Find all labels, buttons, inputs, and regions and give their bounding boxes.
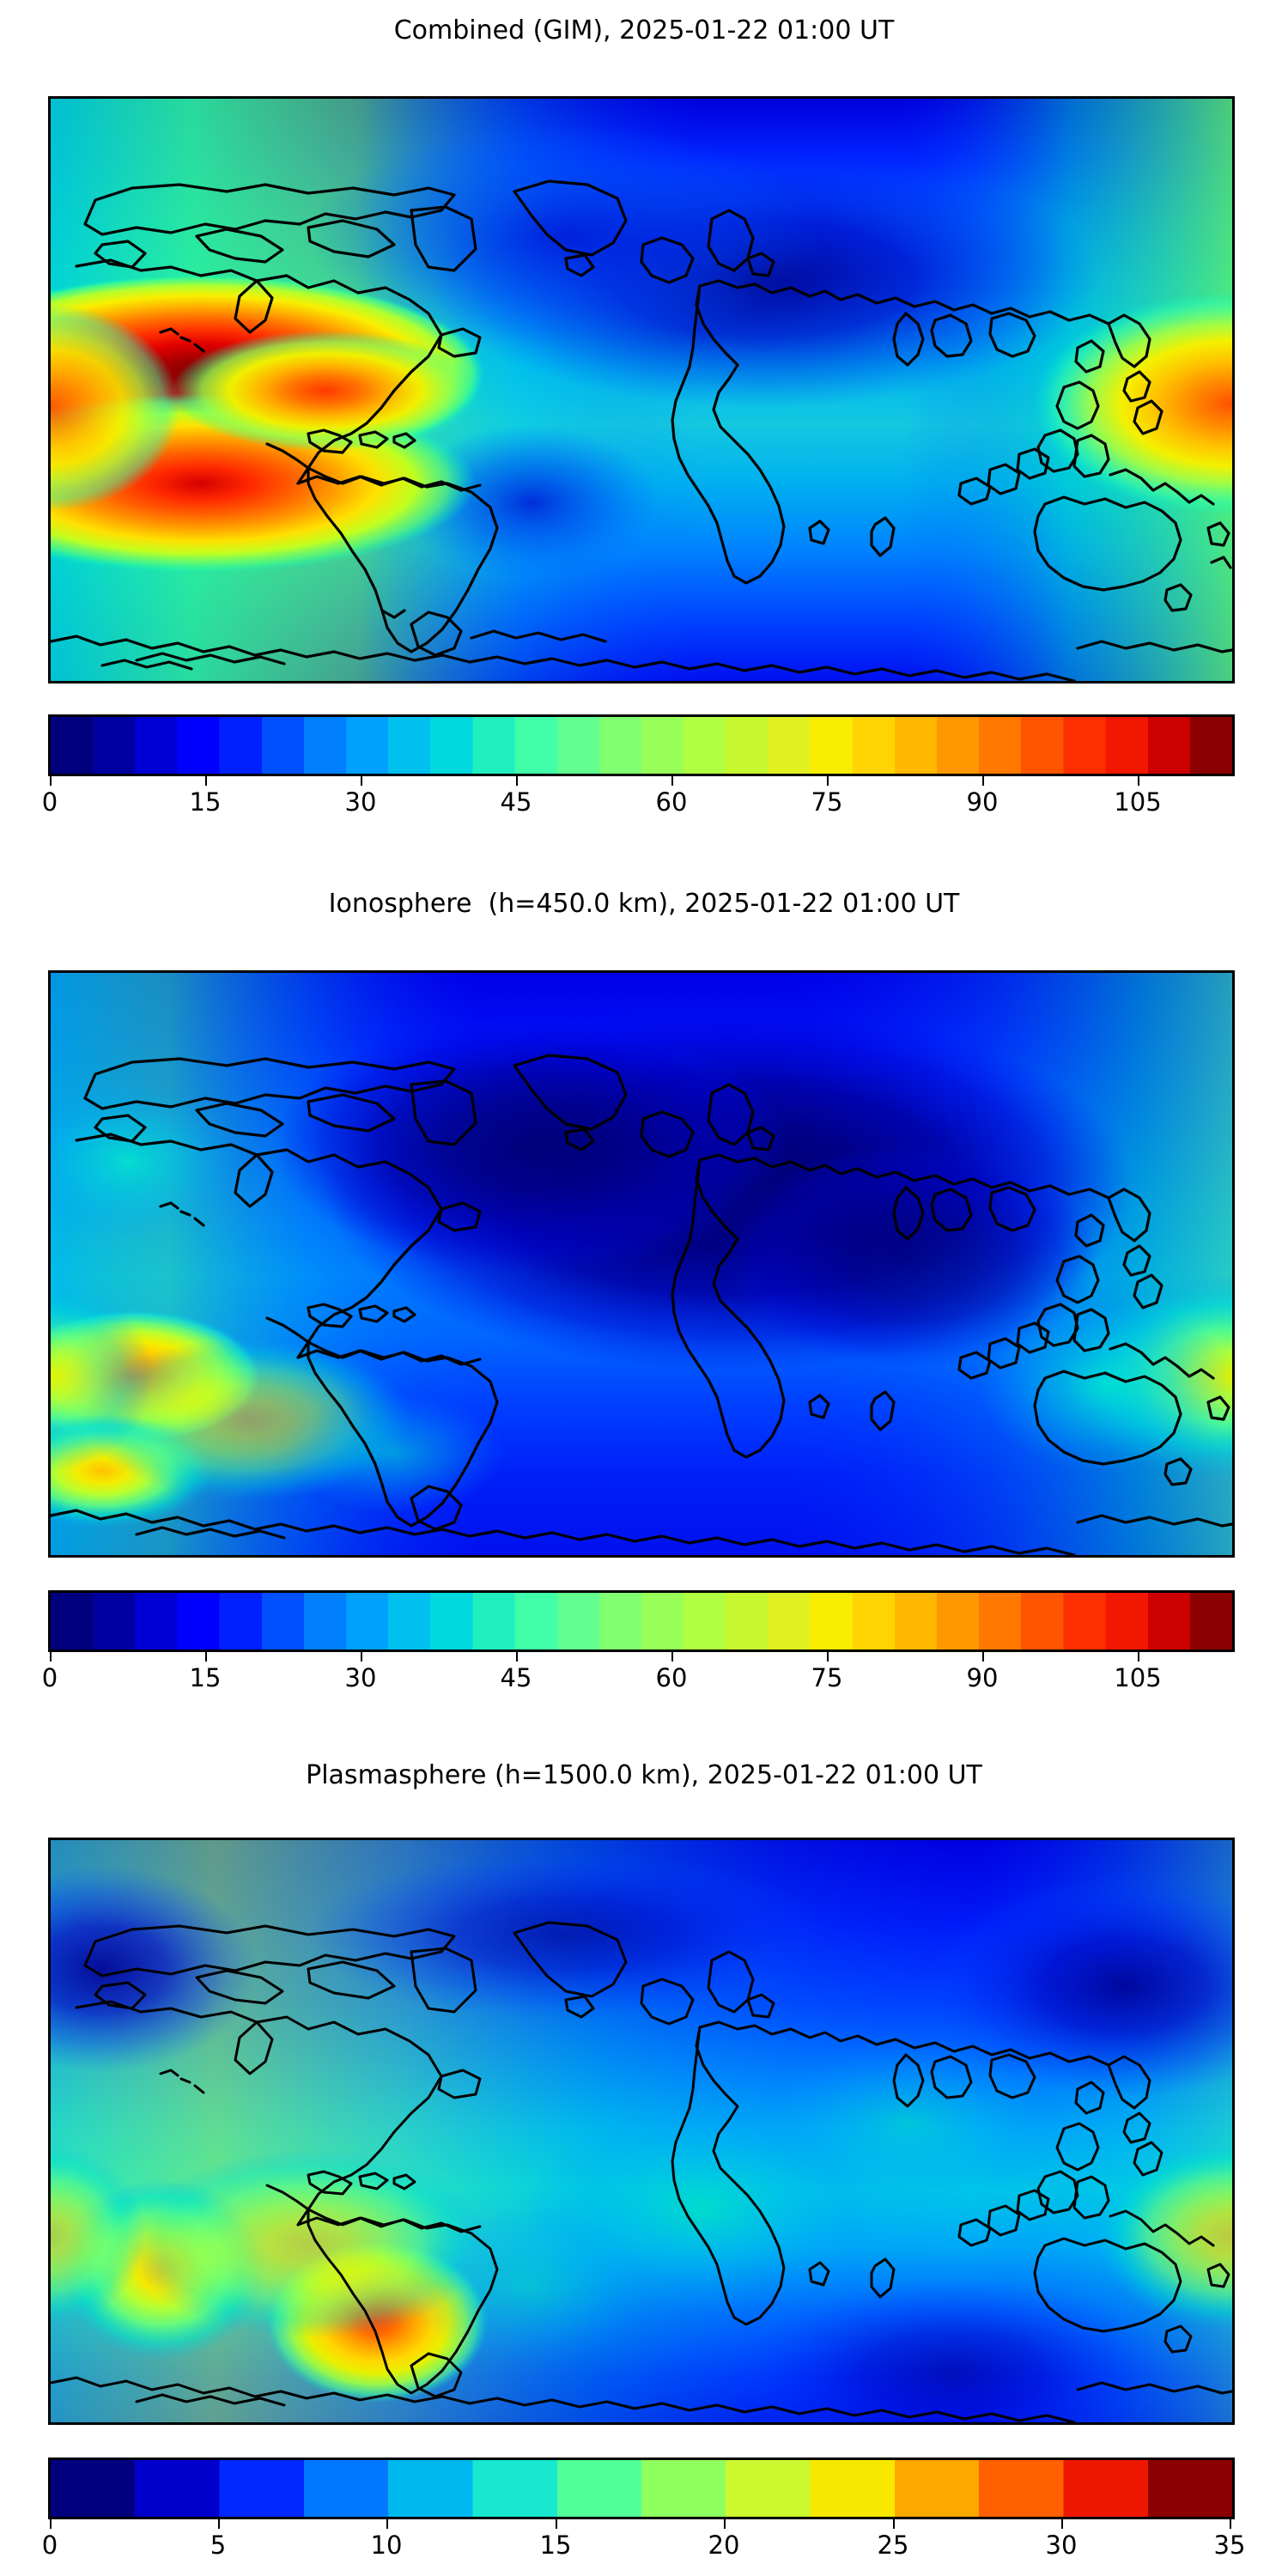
coastlines xyxy=(51,1054,1232,1555)
cbar-tick xyxy=(361,774,362,786)
map-ionosphere xyxy=(48,970,1235,1558)
cbar-tick xyxy=(982,1649,984,1662)
cbar-tick xyxy=(1230,2517,1231,2529)
colorbar-plasmasphere xyxy=(48,2458,1235,2519)
cbar-tick xyxy=(724,2517,726,2529)
cbar-tick xyxy=(50,774,52,786)
map-plasmasphere xyxy=(48,1838,1235,2425)
cbar-tick-label: 0 xyxy=(41,787,58,817)
cbar-tick xyxy=(1138,774,1139,786)
cbar-tick xyxy=(556,2517,557,2529)
cbar-tick-label: 0 xyxy=(41,2530,58,2560)
cbar-tick xyxy=(827,774,829,786)
cbar-tick-label: 75 xyxy=(811,787,843,817)
cbar-tick-label: 15 xyxy=(189,1663,222,1692)
colorbar-ticks-plasmasphere: 0 5 10 15 20 25 30 35 xyxy=(0,2517,1288,2568)
cbar-tick-label: 105 xyxy=(1114,787,1162,817)
panel-title-ionosphere: Ionosphere (h=450.0 km), 2025-01-22 01:0… xyxy=(328,889,960,919)
cbar-tick xyxy=(671,774,673,786)
cbar-tick-label: 35 xyxy=(1213,2530,1246,2560)
cbar-tick xyxy=(218,2517,220,2529)
cbar-tick xyxy=(893,2517,895,2529)
coastline-antarctica xyxy=(51,611,1232,681)
colorbar-ticks-ionosphere: 0 15 30 45 60 75 90 105 xyxy=(0,1649,1288,1701)
cbar-tick xyxy=(827,1649,829,1662)
cbar-tick xyxy=(50,1649,52,1662)
cbar-tick-label: 30 xyxy=(344,1663,377,1692)
cbar-tick-label: 45 xyxy=(500,1663,532,1692)
coastlines xyxy=(51,1921,1232,2422)
cbar-tick-label: 10 xyxy=(370,2530,403,2560)
cbar-tick-label: 75 xyxy=(811,1663,843,1692)
coastlines-2 xyxy=(159,327,499,653)
cbar-tick-label: 15 xyxy=(189,787,222,817)
panel-title-combined: Combined (GIM), 2025-01-22 01:00 UT xyxy=(393,15,895,46)
cbar-tick xyxy=(50,2517,52,2529)
cbar-tick xyxy=(205,774,207,786)
cbar-tick-label: 25 xyxy=(877,2530,909,2560)
cbar-tick-label: 90 xyxy=(966,1663,999,1692)
cbar-tick-label: 60 xyxy=(655,787,688,817)
panel-title-plasmasphere: Plasmasphere (h=1500.0 km), 2025-01-22 0… xyxy=(306,1760,982,1790)
cbar-tick xyxy=(1061,2517,1063,2529)
cbar-tick xyxy=(671,1649,673,1662)
cbar-tick xyxy=(982,774,984,786)
coastlines-3 xyxy=(513,179,1110,585)
cbar-tick-label: 20 xyxy=(708,2530,740,2560)
cbar-tick xyxy=(361,1649,362,1662)
cbar-tick-label: 15 xyxy=(539,2530,572,2560)
cbar-tick xyxy=(205,1649,207,1662)
colorbar-combined xyxy=(48,714,1235,776)
cbar-tick-label: 90 xyxy=(966,787,999,817)
colorbar-ionosphere xyxy=(48,1590,1235,1652)
cbar-tick xyxy=(386,2517,388,2529)
cbar-tick-label: 30 xyxy=(344,787,377,817)
cbar-tick-label: 30 xyxy=(1045,2530,1078,2560)
map-combined xyxy=(48,96,1235,683)
cbar-tick-label: 5 xyxy=(210,2530,227,2560)
cbar-tick-label: 0 xyxy=(41,1663,58,1692)
cbar-tick xyxy=(516,774,518,786)
colorbar-ticks-combined: 0 15 30 45 60 75 90 105 xyxy=(0,774,1288,825)
cbar-tick-label: 45 xyxy=(500,787,532,817)
cbar-tick xyxy=(516,1649,518,1662)
cbar-tick xyxy=(1138,1649,1139,1662)
cbar-tick-label: 105 xyxy=(1114,1663,1162,1692)
coastlines-4 xyxy=(957,313,1232,612)
cbar-tick-label: 60 xyxy=(655,1663,688,1692)
